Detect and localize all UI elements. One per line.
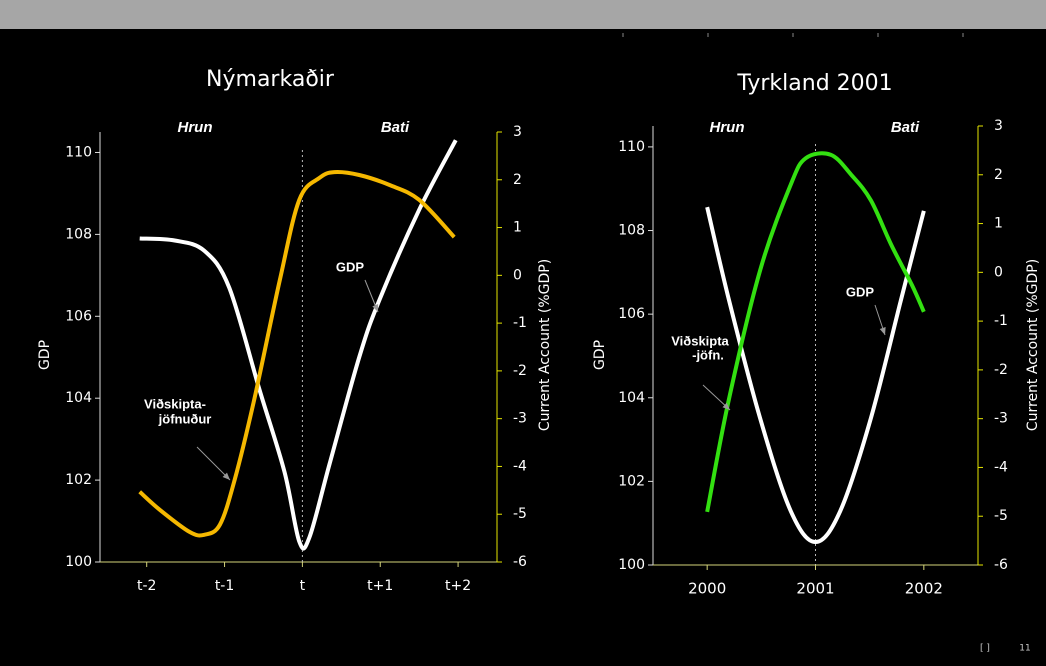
data-line	[139, 139, 458, 551]
annotation: GDP	[846, 284, 875, 299]
top-bar	[0, 0, 1046, 29]
annotation: -jöfn.	[692, 347, 724, 362]
y-tick-label: 102	[618, 473, 645, 489]
annotation: Bati	[891, 119, 920, 136]
annotation: GDP	[336, 259, 365, 274]
y-tick-label: 104	[618, 390, 645, 406]
chart-title: Tyrkland 2001	[736, 71, 892, 96]
x-tick-label: t-2	[137, 578, 156, 594]
y2-tick-label: 3	[994, 118, 1003, 134]
x-tick-label: t	[300, 578, 306, 594]
annotation: Hrun	[710, 119, 745, 136]
arrow-head	[722, 402, 730, 410]
x-tick-label: 2002	[905, 580, 943, 598]
y2-tick-label: 2	[994, 167, 1003, 183]
y2-tick-label: -4	[513, 458, 527, 474]
annotation: jöfnuður	[158, 411, 212, 426]
y2-tick-label: -6	[513, 554, 527, 570]
y2-tick-label: -5	[513, 506, 527, 522]
data-line	[705, 206, 926, 545]
y-tick-label: 106	[618, 306, 645, 322]
x-tick-label: t-1	[215, 578, 234, 594]
y2-tick-label: -2	[513, 363, 527, 379]
chart-title: Nýmarkaðir	[206, 67, 335, 92]
y-tick-label: 108	[618, 223, 645, 239]
y2-tick-label: -2	[994, 362, 1008, 378]
arrow-head	[372, 304, 379, 312]
y-tick-label: 100	[618, 557, 645, 573]
y-tick-label: 100	[65, 554, 92, 570]
x-tick-label: t+1	[367, 578, 393, 594]
y2-tick-label: -5	[994, 508, 1008, 524]
y2-tick-label: -1	[994, 313, 1008, 329]
annotation-arrow	[196, 446, 231, 481]
y-tick-label: 102	[65, 472, 92, 488]
y2-tick-label: -6	[994, 557, 1008, 573]
y2-tick-label: -3	[513, 411, 527, 427]
y2-tick-label: 3	[513, 124, 522, 140]
annotation: Viðskipta	[671, 333, 729, 348]
y2-tick-label: 1	[994, 216, 1003, 232]
y-axis-label: GDP	[592, 340, 608, 370]
y2-tick-label: 2	[513, 172, 522, 188]
data-line	[138, 170, 456, 538]
arrow-head	[222, 472, 230, 480]
y2-axis-label: Current Account (%GDP)	[537, 259, 553, 431]
y2-axis-label: Current Account (%GDP)	[1025, 259, 1041, 431]
annotation: Viðskipta-	[144, 396, 206, 411]
y2-tick-label: -1	[513, 315, 527, 331]
y-axis-label: GDP	[37, 340, 53, 370]
x-tick-label: 2001	[796, 580, 834, 598]
y2-tick-label: -4	[994, 459, 1008, 475]
annotation: Bati	[381, 119, 410, 136]
arrow-head	[879, 327, 886, 335]
decor-ticks	[622, 33, 964, 37]
y-tick-label: 110	[618, 139, 645, 155]
y-tick-label: 106	[65, 308, 92, 324]
y2-tick-label: 0	[513, 267, 522, 283]
y2-tick-label: 0	[994, 264, 1003, 280]
y2-tick-label: -3	[994, 411, 1008, 427]
page-number: 11	[1019, 644, 1030, 654]
x-tick-label: 2000	[688, 580, 726, 598]
y-tick-label: 108	[65, 226, 92, 242]
y-tick-label: 104	[65, 390, 92, 406]
footer-bracket: [ ]	[980, 644, 990, 654]
annotation: Hrun	[178, 119, 213, 136]
x-tick-label: t+2	[445, 578, 471, 594]
y2-tick-label: 1	[513, 220, 522, 236]
y-tick-label: 110	[65, 144, 92, 160]
data-line	[705, 151, 926, 513]
